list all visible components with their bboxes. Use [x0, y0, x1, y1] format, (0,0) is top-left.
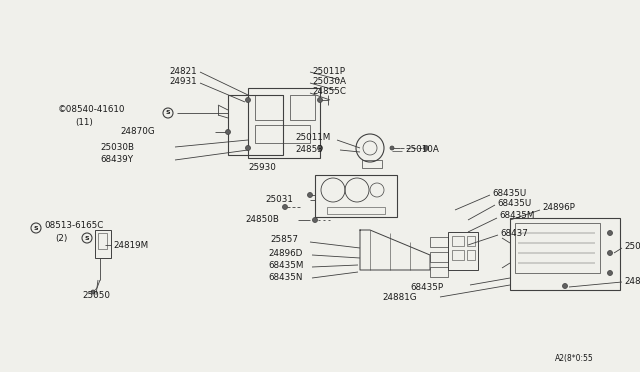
Circle shape: [607, 231, 612, 235]
Bar: [467, 236, 475, 246]
Bar: [362, 160, 382, 168]
Text: 08513-6165C: 08513-6165C: [44, 221, 104, 231]
Bar: [228, 95, 283, 155]
Bar: [98, 233, 107, 249]
Text: (11): (11): [75, 118, 93, 126]
Circle shape: [246, 97, 250, 103]
Text: 24896P: 24896P: [542, 203, 575, 212]
Bar: [448, 232, 478, 270]
Bar: [430, 252, 448, 262]
Bar: [430, 267, 448, 277]
Bar: [510, 218, 620, 290]
Text: 24931: 24931: [170, 77, 197, 87]
Text: 68435M: 68435M: [268, 260, 303, 269]
Text: 25010Q: 25010Q: [624, 243, 640, 251]
Text: 25031: 25031: [265, 196, 293, 205]
Text: 68435N: 68435N: [268, 273, 302, 282]
Text: 68435U: 68435U: [492, 189, 526, 198]
Text: 68435P: 68435P: [410, 282, 443, 292]
Text: 24821: 24821: [170, 67, 197, 76]
Text: 25030A: 25030A: [312, 77, 346, 87]
Bar: [95, 230, 111, 258]
Text: 24854: 24854: [624, 276, 640, 285]
Circle shape: [317, 97, 323, 103]
Text: 24881G: 24881G: [382, 294, 417, 302]
Text: 68435M: 68435M: [499, 212, 534, 221]
Circle shape: [563, 283, 568, 289]
Circle shape: [312, 218, 317, 222]
Text: 24819M: 24819M: [113, 241, 148, 250]
Circle shape: [91, 290, 95, 294]
Text: 68435U: 68435U: [497, 199, 531, 208]
Text: 24896D: 24896D: [268, 248, 302, 257]
Circle shape: [246, 145, 250, 151]
Text: S: S: [166, 110, 170, 115]
Text: S: S: [84, 235, 90, 241]
Bar: [255, 95, 283, 120]
Circle shape: [607, 270, 612, 276]
Text: 24853: 24853: [295, 145, 323, 154]
Text: ©08540-41610: ©08540-41610: [58, 106, 125, 115]
Text: 68439Y: 68439Y: [100, 155, 133, 164]
Text: (2): (2): [55, 234, 67, 243]
Text: 25011P: 25011P: [312, 67, 345, 76]
Text: S: S: [34, 225, 38, 231]
Circle shape: [390, 146, 394, 150]
Bar: [452, 236, 464, 246]
Circle shape: [225, 129, 230, 135]
Circle shape: [317, 145, 323, 151]
Text: 25050: 25050: [82, 291, 110, 299]
Circle shape: [282, 205, 287, 209]
Bar: [290, 95, 315, 120]
Text: 25857: 25857: [270, 235, 298, 244]
Bar: [430, 237, 448, 247]
Text: 25010A: 25010A: [405, 145, 439, 154]
Text: 25030B: 25030B: [100, 142, 134, 151]
Bar: [248, 88, 320, 158]
Bar: [452, 250, 464, 260]
Text: 68437: 68437: [500, 228, 528, 237]
Bar: [515, 223, 600, 273]
Bar: [255, 125, 310, 143]
Text: 24870G: 24870G: [120, 126, 155, 135]
Circle shape: [307, 192, 312, 198]
Text: 25011M: 25011M: [295, 132, 330, 141]
Bar: [467, 250, 475, 260]
Bar: [315, 175, 397, 217]
Text: A2(8*0:55: A2(8*0:55: [555, 353, 594, 362]
Bar: [327, 207, 385, 214]
Text: 25930: 25930: [248, 164, 276, 173]
Circle shape: [607, 250, 612, 256]
Circle shape: [424, 145, 429, 151]
Text: 24855C: 24855C: [312, 87, 346, 96]
Text: 24850B: 24850B: [245, 215, 279, 224]
